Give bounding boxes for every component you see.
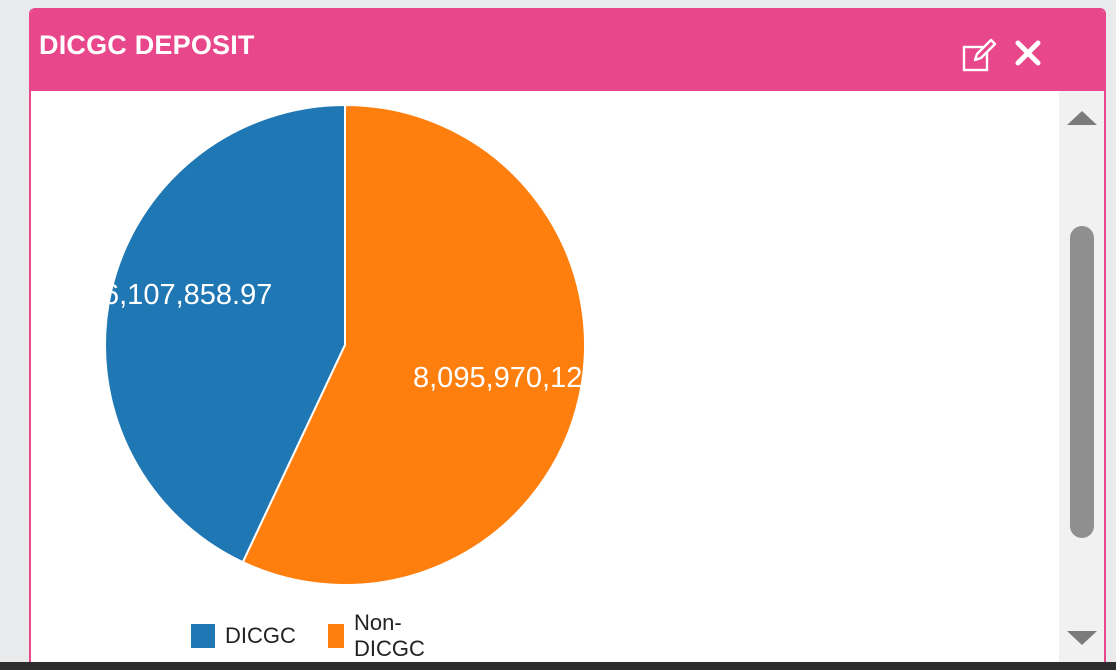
legend-label-non-dicgc: Non-DICGC xyxy=(353,610,425,661)
legend-swatch-non-dicgc xyxy=(328,624,344,648)
close-icon[interactable] xyxy=(1011,36,1045,70)
vertical-scrollbar[interactable] xyxy=(1059,91,1104,662)
pie-label-non-dicgc: 8,095,970,12 xyxy=(413,362,582,394)
pie-chart: 6,107,858.97 8,095,970,12 xyxy=(103,103,586,586)
scroll-up-arrow-icon[interactable] xyxy=(1067,107,1097,127)
legend-item-dicgc[interactable]: DICGC xyxy=(191,621,296,651)
dicgc-deposit-widget: DICGC DEPOSIT 6,107,858.97 8,095,970,12 D… xyxy=(29,8,1106,662)
pie-slice-dicgc[interactable] xyxy=(104,103,346,564)
scrollbar-thumb[interactable] xyxy=(1070,226,1094,538)
bottom-edge xyxy=(0,662,1116,670)
widget-title: DICGC DEPOSIT xyxy=(39,30,255,60)
legend-label-dicgc: DICGC xyxy=(225,623,296,648)
legend-item-non-dicgc[interactable]: Non-DICGC xyxy=(328,610,433,661)
widget-header: DICGC DEPOSIT xyxy=(31,10,1104,91)
pie-slice-non-dicgc[interactable] xyxy=(241,103,586,586)
edit-icon[interactable] xyxy=(961,38,997,74)
scroll-down-arrow-icon[interactable] xyxy=(1067,629,1097,649)
pie-chart-area: 6,107,858.97 8,095,970,12 DICGC Non-DICGC xyxy=(31,91,1059,662)
legend-swatch-dicgc xyxy=(191,624,215,648)
pie-label-dicgc: 6,107,858.97 xyxy=(103,279,272,311)
